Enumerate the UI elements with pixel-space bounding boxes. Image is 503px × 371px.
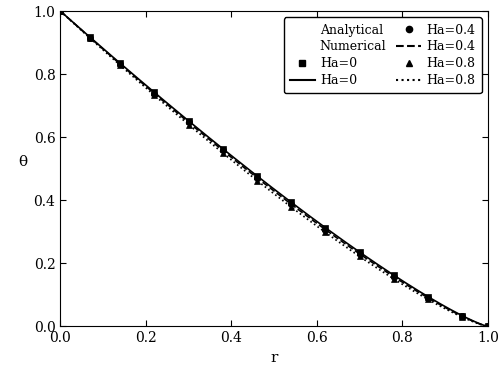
X-axis label: r: r: [271, 351, 278, 365]
Y-axis label: θ: θ: [18, 155, 27, 169]
Legend: Analytical, Numerical, Ha=0, Ha=0, Ha=0.4, Ha=0.4, Ha=0.8, Ha=0.8: Analytical, Numerical, Ha=0, Ha=0, Ha=0.…: [284, 17, 482, 93]
